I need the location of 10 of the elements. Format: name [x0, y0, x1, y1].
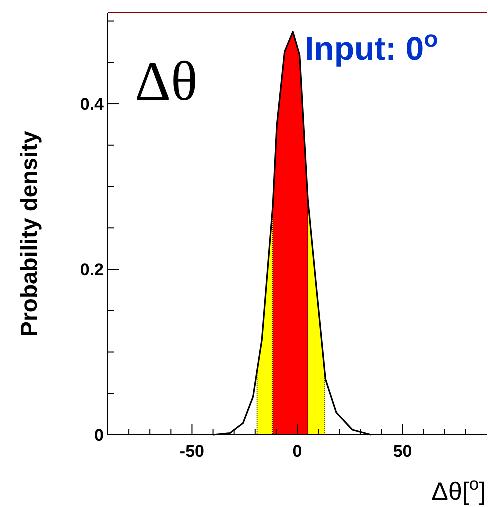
x-tick-label: 0 [292, 442, 302, 461]
x-tick-label: 50 [393, 442, 412, 461]
y-tick-label: 0 [94, 426, 104, 445]
y-tick-label: 0.4 [80, 95, 105, 114]
annotation: Δθ [135, 51, 198, 113]
x-tick-label: -50 [180, 442, 205, 461]
annotation: Input: 0$^{o}$ [305, 26, 438, 67]
y-axis-title: Probability density [16, 130, 42, 337]
y-tick-label: 0.2 [80, 260, 104, 280]
x-axis-title: Δθ[$^{o}$] [432, 474, 486, 506]
